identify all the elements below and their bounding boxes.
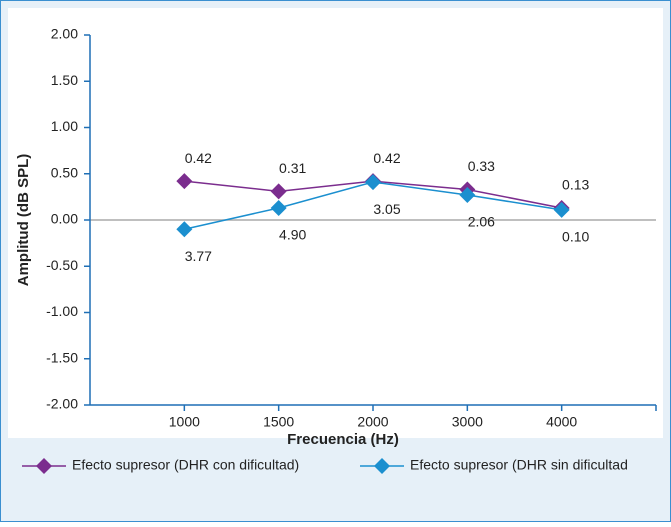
y-tick-label: 1.50 xyxy=(51,72,78,88)
annotation: 3.05 xyxy=(373,201,400,217)
point xyxy=(365,174,381,191)
point xyxy=(176,173,193,190)
legend-label: Efecto supresor (DHR con dificultad) xyxy=(72,457,299,473)
legend-label: Efecto supresor (DHR sin dificultad xyxy=(410,457,628,473)
x-axis-title: Frecuencia (Hz) xyxy=(287,431,399,448)
data-label: 0.13 xyxy=(562,177,589,193)
plot-area xyxy=(8,8,663,438)
x-tick-label: 1000 xyxy=(169,414,200,430)
point xyxy=(553,201,570,218)
legend-marker xyxy=(374,458,390,474)
y-tick-label: 1.00 xyxy=(51,118,78,134)
annotation: 3.77 xyxy=(185,248,212,264)
data-label: 0.33 xyxy=(468,158,495,174)
y-axis-title: Amplitud (dB SPL) xyxy=(15,154,32,286)
y-tick-label: -0.50 xyxy=(46,257,78,273)
legend-marker xyxy=(36,458,52,474)
data-label: 0.42 xyxy=(373,150,400,166)
annotation: 4.90 xyxy=(279,227,306,243)
x-tick-label: 1500 xyxy=(263,414,294,430)
annotation: 2.06 xyxy=(468,214,495,230)
x-tick-label: 3000 xyxy=(452,414,483,430)
point xyxy=(270,183,287,200)
y-tick-label: 2.00 xyxy=(51,26,78,42)
point xyxy=(270,199,287,216)
point xyxy=(459,187,476,204)
x-tick-label: 2000 xyxy=(357,414,388,430)
y-tick-label: -1.00 xyxy=(46,303,78,319)
point xyxy=(176,221,193,238)
data-label: 0.31 xyxy=(279,160,306,176)
data-label: 0.42 xyxy=(185,150,212,166)
annotation: 0.10 xyxy=(562,229,589,245)
y-tick-label: -2.00 xyxy=(46,396,78,412)
y-tick-label: 0.00 xyxy=(51,211,78,227)
y-tick-label: -1.50 xyxy=(46,349,78,365)
y-tick-label: 0.50 xyxy=(51,164,78,180)
x-tick-label: 4000 xyxy=(546,414,577,430)
